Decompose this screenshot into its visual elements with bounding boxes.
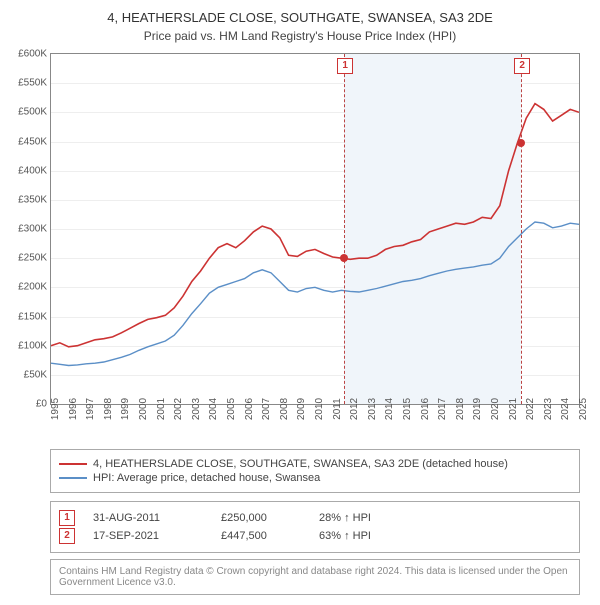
legend-label: 4, HEATHERSLADE CLOSE, SOUTHGATE, SWANSE… bbox=[93, 458, 508, 470]
x-tick-label: 2017 bbox=[437, 398, 448, 420]
x-axis: 1995199619971998199920002001200220032004… bbox=[50, 405, 580, 435]
x-tick-label: 2022 bbox=[525, 398, 536, 420]
x-tick-label: 2025 bbox=[578, 398, 589, 420]
tx-price: £250,000 bbox=[221, 512, 301, 524]
x-tick-label: 2019 bbox=[472, 398, 483, 420]
x-tick-label: 2010 bbox=[314, 398, 325, 420]
x-tick-label: 2021 bbox=[508, 398, 519, 420]
x-tick-label: 2009 bbox=[296, 398, 307, 420]
tx-marker: 2 bbox=[59, 528, 75, 544]
marker-dot bbox=[517, 139, 525, 147]
x-tick-label: 2006 bbox=[244, 398, 255, 420]
y-tick-label: £600K bbox=[18, 49, 51, 60]
x-tick-label: 2000 bbox=[138, 398, 149, 420]
legend-swatch bbox=[59, 463, 87, 465]
line-svg bbox=[51, 54, 579, 404]
transactions-table: 1 31-AUG-2011 £250,000 28% ↑ HPI 2 17-SE… bbox=[50, 501, 580, 553]
plot-area: £0£50K£100K£150K£200K£250K£300K£350K£400… bbox=[50, 53, 580, 405]
tx-pct: 28% ↑ HPI bbox=[319, 512, 419, 524]
x-tick-label: 1997 bbox=[85, 398, 96, 420]
x-tick-label: 2015 bbox=[402, 398, 413, 420]
y-tick-label: £450K bbox=[18, 136, 51, 147]
x-tick-label: 1998 bbox=[103, 398, 114, 420]
x-tick-label: 2014 bbox=[384, 398, 395, 420]
x-tick-label: 2016 bbox=[420, 398, 431, 420]
x-tick-label: 1996 bbox=[68, 398, 79, 420]
y-tick-label: £300K bbox=[18, 224, 51, 235]
chart-subtitle: Price paid vs. HM Land Registry's House … bbox=[10, 29, 590, 43]
legend-swatch bbox=[59, 477, 87, 479]
marker-label: 1 bbox=[337, 58, 353, 74]
y-tick-label: £50K bbox=[24, 369, 51, 380]
footer-note: Contains HM Land Registry data © Crown c… bbox=[50, 559, 580, 595]
x-tick-label: 2024 bbox=[560, 398, 571, 420]
series-hpi bbox=[51, 222, 579, 366]
series-property bbox=[51, 104, 579, 347]
marker-dot bbox=[340, 254, 348, 262]
tx-price: £447,500 bbox=[221, 530, 301, 542]
y-tick-label: £400K bbox=[18, 165, 51, 176]
table-row: 1 31-AUG-2011 £250,000 28% ↑ HPI bbox=[59, 510, 571, 526]
table-row: 2 17-SEP-2021 £447,500 63% ↑ HPI bbox=[59, 528, 571, 544]
x-tick-label: 2001 bbox=[156, 398, 167, 420]
y-tick-label: £350K bbox=[18, 194, 51, 205]
x-tick-label: 2003 bbox=[191, 398, 202, 420]
x-tick-label: 2005 bbox=[226, 398, 237, 420]
legend-item: 4, HEATHERSLADE CLOSE, SOUTHGATE, SWANSE… bbox=[59, 458, 571, 470]
x-tick-label: 2002 bbox=[173, 398, 184, 420]
x-tick-label: 2008 bbox=[279, 398, 290, 420]
x-tick-label: 2020 bbox=[490, 398, 501, 420]
x-tick-label: 1995 bbox=[50, 398, 61, 420]
x-tick-label: 1999 bbox=[120, 398, 131, 420]
y-tick-label: £150K bbox=[18, 311, 51, 322]
x-tick-label: 2004 bbox=[208, 398, 219, 420]
x-tick-label: 2013 bbox=[367, 398, 378, 420]
x-tick-label: 2011 bbox=[332, 398, 343, 420]
x-tick-label: 2007 bbox=[261, 398, 272, 420]
y-tick-label: £0 bbox=[36, 399, 51, 410]
tx-marker: 1 bbox=[59, 510, 75, 526]
chart-container: 4, HEATHERSLADE CLOSE, SOUTHGATE, SWANSE… bbox=[10, 10, 590, 595]
x-tick-label: 2023 bbox=[543, 398, 554, 420]
chart-title: 4, HEATHERSLADE CLOSE, SOUTHGATE, SWANSE… bbox=[10, 10, 590, 25]
tx-pct: 63% ↑ HPI bbox=[319, 530, 419, 542]
x-tick-label: 2012 bbox=[349, 398, 360, 420]
y-tick-label: £100K bbox=[18, 340, 51, 351]
y-tick-label: £500K bbox=[18, 107, 51, 118]
legend-item: HPI: Average price, detached house, Swan… bbox=[59, 472, 571, 484]
legend-label: HPI: Average price, detached house, Swan… bbox=[93, 472, 320, 484]
y-tick-label: £200K bbox=[18, 282, 51, 293]
x-tick-label: 2018 bbox=[455, 398, 466, 420]
legend: 4, HEATHERSLADE CLOSE, SOUTHGATE, SWANSE… bbox=[50, 449, 580, 493]
tx-date: 17-SEP-2021 bbox=[93, 530, 203, 542]
marker-label: 2 bbox=[514, 58, 530, 74]
y-tick-label: £550K bbox=[18, 78, 51, 89]
y-tick-label: £250K bbox=[18, 253, 51, 264]
tx-date: 31-AUG-2011 bbox=[93, 512, 203, 524]
